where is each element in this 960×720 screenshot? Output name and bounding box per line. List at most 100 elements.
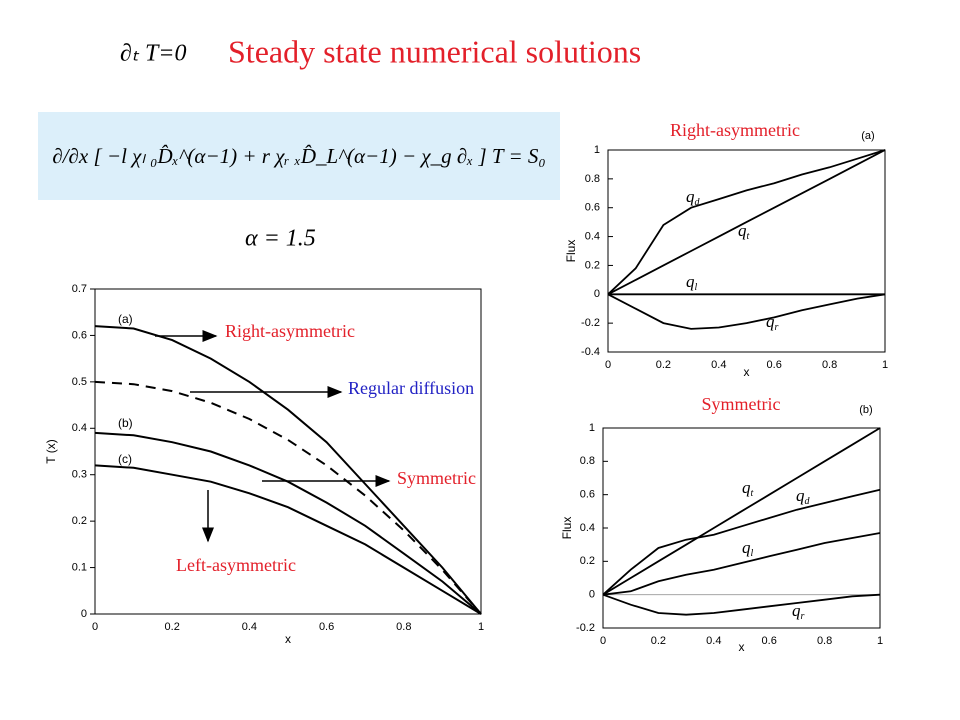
y-tick-label: 0.6 (580, 489, 595, 501)
y-tick-label: 0.2 (580, 555, 595, 567)
series-name: q (738, 221, 747, 240)
y-tick-label: 0 (594, 288, 600, 300)
series-name: q (796, 486, 805, 505)
annotation: Left-asymmetric (176, 555, 296, 575)
series-subscript: t (751, 488, 754, 499)
x-tick-label: 0.6 (767, 359, 782, 371)
y-axis-label: Flux (560, 517, 574, 540)
y-tick-label: -0.2 (581, 317, 600, 329)
steady-condition: ∂ₜ T=0 (120, 41, 186, 67)
y-tick-label: 0.6 (585, 202, 600, 214)
x-tick-label: 0.4 (706, 635, 721, 647)
y-tick-label: -0.4 (581, 346, 600, 358)
series-subscript: d (805, 496, 811, 507)
series-label: (a) (118, 312, 133, 326)
y-tick-label: 0.2 (72, 515, 87, 527)
y-tick-label: 0.5 (72, 376, 87, 388)
y-tick-label: 0.4 (580, 522, 595, 534)
series-label: (b) (118, 416, 133, 430)
x-tick-label: 0.2 (656, 359, 671, 371)
y-tick-label: 0.4 (585, 230, 600, 242)
y-tick-label: 0.2 (585, 259, 600, 271)
x-tick-label: 0.2 (651, 635, 666, 647)
plot-frame (94, 288, 482, 615)
x-tick-label: 0.8 (396, 621, 411, 633)
y-axis-label: T (x) (44, 439, 58, 463)
series-subscript: t (747, 231, 750, 242)
y-tick-label: -0.2 (576, 622, 595, 634)
y-tick-label: 0.3 (72, 469, 87, 481)
x-tick-label: 1 (882, 359, 888, 371)
series-line (94, 431, 482, 615)
y-tick-label: 1 (594, 144, 600, 156)
x-tick-label: 0.8 (817, 635, 832, 647)
series-name: q (686, 272, 695, 291)
x-tick-label: 0 (605, 359, 611, 371)
y-axis-label: Flux (564, 240, 578, 263)
y-tick-label: 0.8 (580, 455, 595, 467)
series-name: q (766, 312, 775, 331)
series-line (607, 149, 886, 296)
series-subscript: r (801, 611, 805, 622)
series-name: q (742, 538, 751, 557)
annotation: Right-asymmetric (225, 321, 355, 341)
y-tick-label: 0 (81, 608, 87, 620)
series-label: qt (738, 221, 750, 242)
series-line (94, 325, 482, 615)
series-subscript: l (751, 548, 754, 559)
series-line (602, 488, 881, 596)
series-label: qd (796, 486, 811, 507)
series-name: q (686, 187, 695, 206)
x-tick-label: 0.6 (319, 621, 334, 633)
series-label: qd (686, 187, 701, 208)
y-tick-label: 0.7 (72, 283, 87, 295)
series-subscript: r (775, 322, 779, 333)
x-tick-label: 0.8 (822, 359, 837, 371)
series-label: qr (766, 312, 779, 333)
chart-title: Symmetric (702, 394, 781, 414)
annotation: Symmetric (397, 468, 476, 488)
series-name: q (742, 478, 751, 497)
x-axis-label: x (744, 365, 750, 379)
series-line (94, 464, 482, 615)
x-tick-label: 0.4 (242, 621, 257, 633)
x-tick-label: 0.4 (711, 359, 726, 371)
y-tick-label: 0.4 (72, 422, 87, 434)
x-tick-label: 0.2 (165, 621, 180, 633)
y-tick-label: 1 (589, 422, 595, 434)
series-label: ql (742, 538, 754, 559)
x-tick-label: 1 (877, 635, 883, 647)
x-tick-label: 1 (478, 621, 484, 633)
series-line (602, 532, 881, 596)
alpha-value: α = 1.5 (245, 226, 316, 252)
plot-frame (607, 149, 886, 353)
series-line (607, 149, 886, 295)
series-subscript: d (695, 197, 701, 208)
series-label: ql (686, 272, 698, 293)
chart-title: Right-asymmetric (670, 120, 800, 140)
panel-label: (a) (861, 130, 874, 142)
x-tick-label: 0 (92, 621, 98, 633)
series-label: qt (742, 478, 754, 499)
equation-box (38, 112, 560, 200)
y-tick-label: 0 (589, 589, 595, 601)
annotation: Regular diffusion (348, 378, 474, 398)
x-tick-label: 0.6 (762, 635, 777, 647)
y-tick-label: 0.1 (72, 561, 87, 573)
y-tick-label: 0.6 (72, 329, 87, 341)
series-label: qr (792, 601, 805, 622)
slide-title: Steady state numerical solutions (228, 33, 641, 69)
x-axis-label: x (285, 632, 291, 646)
x-tick-label: 0 (600, 635, 606, 647)
series-line (602, 427, 881, 596)
series-subscript: l (695, 282, 698, 293)
y-tick-label: 0.8 (585, 173, 600, 185)
equation: ∂/∂x [ −l χₗ ₀D̂ₓ^(α−1) + r χᵣ ₓD̂_L^(α−… (52, 144, 545, 168)
series-line (607, 293, 886, 330)
series-name: q (792, 601, 801, 620)
series-label: (c) (118, 452, 132, 466)
x-axis-label: x (739, 640, 745, 654)
panel-label: (b) (859, 404, 872, 416)
series-line (602, 593, 881, 616)
